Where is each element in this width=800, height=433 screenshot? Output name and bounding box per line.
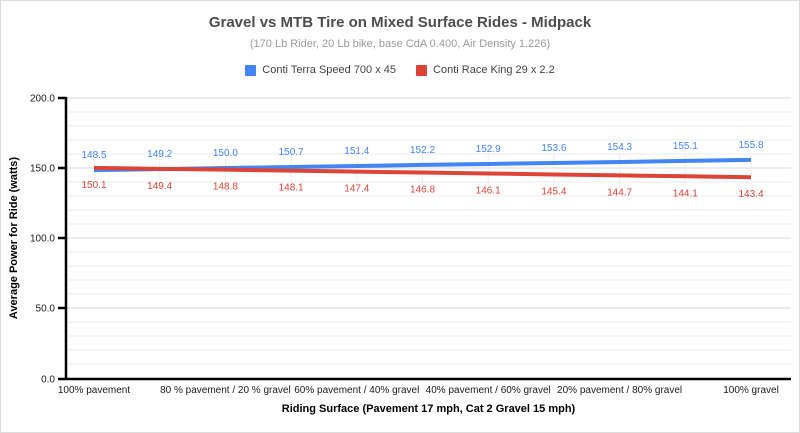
legend-swatch-icon — [416, 64, 428, 76]
data-label: 149.4 — [147, 181, 172, 192]
data-label: 148.5 — [81, 150, 106, 161]
legend-item-2[interactable]: Conti Race King 29 x 2.2 — [416, 64, 555, 76]
x-tick-label: 80 % pavement / 20 % gravel — [160, 385, 291, 396]
data-label: 144.7 — [607, 187, 632, 198]
data-label: 152.9 — [476, 144, 501, 155]
y-axis-title: Average Power for Ride (watts) — [8, 157, 20, 320]
y-tick-label: 200.0 — [30, 94, 55, 105]
data-label: 149.2 — [147, 149, 172, 160]
x-tick-label: 100% pavement — [58, 385, 130, 396]
x-tick-label: 20% pavement / 80% gravel — [557, 385, 682, 396]
x-tick-label: 40% pavement / 60% gravel — [426, 385, 551, 396]
chart-legend: Conti Terra Speed 700 x 45 Conti Race Kin… — [1, 64, 799, 76]
data-label: 144.1 — [673, 188, 698, 199]
chart-title: Gravel vs MTB Tire on Mixed Surface Ride… — [208, 14, 592, 31]
legend-label: Conti Terra Speed 700 x 45 — [262, 64, 397, 76]
series-line-2[interactable] — [93, 165, 752, 180]
data-label: 154.3 — [607, 142, 632, 153]
x-tick-label: 100% gravel — [723, 385, 779, 396]
data-label: 151.4 — [344, 146, 369, 157]
data-label: 150.1 — [81, 180, 106, 191]
data-label: 155.8 — [738, 140, 763, 151]
x-tick-label: 60% pavement / 40% gravel — [294, 385, 419, 396]
data-label: 147.4 — [344, 184, 369, 195]
data-label: 148.1 — [279, 183, 304, 194]
data-label: 148.8 — [213, 182, 238, 193]
data-label: 153.6 — [541, 143, 566, 154]
y-tick-label: 50.0 — [36, 304, 56, 315]
data-label: 146.1 — [476, 185, 501, 196]
data-label: 146.8 — [410, 184, 435, 195]
data-label: 143.4 — [738, 189, 763, 200]
y-tick-label: 150.0 — [30, 164, 55, 175]
x-axis-title: Riding Surface (Pavement 17 mph, Cat 2 G… — [282, 403, 576, 415]
legend-swatch-icon — [245, 64, 257, 76]
y-tick-label: 100.0 — [30, 234, 55, 245]
data-label: 145.4 — [541, 186, 566, 197]
chart-subtitle: (170 Lb Rider, 20 Lb bike, base CdA 0.40… — [249, 38, 551, 50]
legend-item-1[interactable]: Conti Terra Speed 700 x 45 — [245, 64, 396, 76]
data-label: 155.1 — [673, 141, 698, 152]
y-tick-label: 0.0 — [41, 375, 55, 386]
legend-label: Conti Race King 29 x 2.2 — [433, 64, 555, 76]
data-label: 152.2 — [410, 145, 435, 156]
data-label: 150.7 — [279, 147, 304, 158]
data-label: 150.0 — [213, 148, 238, 159]
